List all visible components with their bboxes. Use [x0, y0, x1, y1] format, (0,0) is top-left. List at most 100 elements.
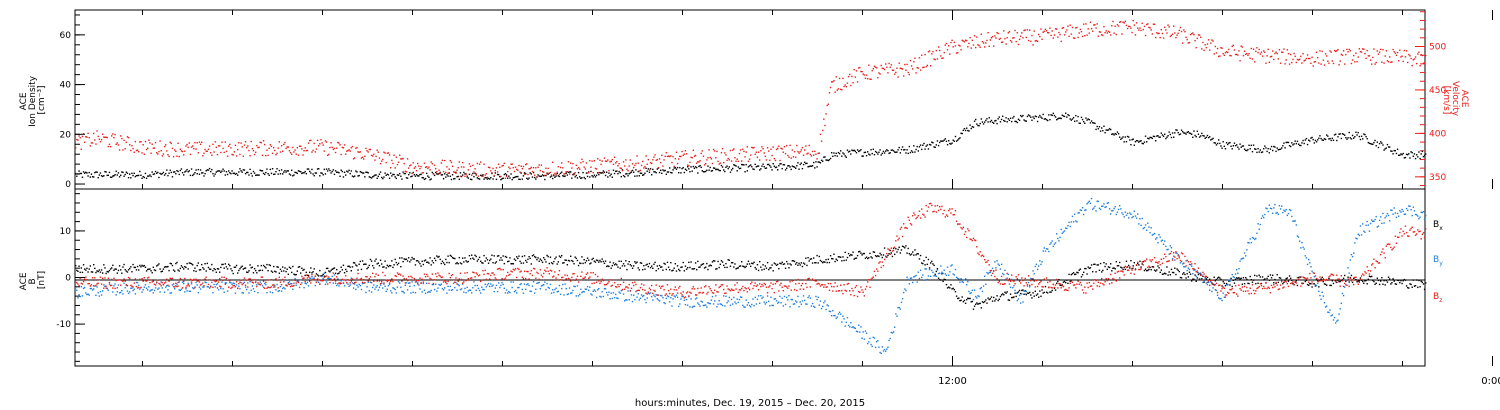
data-point [807, 152, 809, 154]
data-point [807, 296, 809, 299]
data-point [1335, 279, 1337, 282]
data-point [1164, 26, 1166, 28]
data-point [1209, 49, 1211, 51]
data-point [291, 285, 293, 287]
data-point [89, 287, 92, 290]
data-point [1421, 150, 1424, 153]
data-point [1153, 269, 1156, 271]
data-point [393, 173, 395, 176]
data-point [132, 286, 134, 288]
data-point [322, 144, 324, 146]
data-point [598, 173, 600, 176]
data-point [211, 263, 213, 266]
data-point [1150, 136, 1152, 139]
data-point [761, 165, 763, 167]
data-point [198, 286, 201, 288]
data-point [631, 163, 634, 165]
data-point [828, 92, 831, 94]
data-point [532, 254, 535, 256]
data-point [859, 331, 861, 333]
data-point [88, 136, 90, 139]
data-point [1044, 285, 1047, 288]
data-point [156, 265, 158, 267]
data-point [526, 163, 528, 165]
data-point [964, 278, 967, 280]
data-point [809, 153, 812, 156]
data-point [1260, 217, 1263, 219]
data-point [962, 281, 965, 284]
data-point [483, 288, 485, 291]
data-point [818, 152, 821, 154]
data-point [1033, 30, 1035, 32]
data-point [239, 288, 241, 290]
data-point [105, 171, 107, 173]
data-point [1423, 62, 1426, 64]
data-point [303, 172, 305, 174]
data-point [786, 296, 788, 299]
data-point [213, 267, 215, 270]
data-point [583, 291, 585, 293]
data-point [246, 171, 248, 174]
data-point [505, 174, 508, 176]
data-point [1188, 268, 1191, 271]
data-point [237, 272, 239, 274]
data-point [865, 74, 868, 76]
data-point [1233, 276, 1236, 279]
data-point [922, 144, 924, 146]
data-point [733, 148, 735, 150]
data-point [288, 266, 291, 268]
data-point [459, 175, 462, 178]
data-point [800, 162, 803, 164]
data-point [1174, 259, 1176, 261]
data-point [127, 136, 130, 139]
data-point [1372, 56, 1374, 59]
data-point [789, 263, 791, 265]
data-point [986, 118, 988, 120]
data-point [1094, 205, 1096, 208]
data-point [946, 266, 949, 268]
data-point [951, 39, 953, 42]
data-point [547, 255, 549, 258]
data-point [1402, 60, 1404, 63]
data-point [1097, 128, 1100, 130]
data-point [511, 178, 513, 181]
data-point [111, 135, 113, 137]
data-point [719, 162, 722, 164]
data-point [1411, 214, 1413, 217]
data-point [962, 129, 965, 132]
data-point [1179, 262, 1182, 264]
data-point [796, 261, 798, 264]
data-point [1248, 242, 1250, 244]
data-point [364, 155, 366, 157]
data-point [597, 259, 599, 262]
data-point [655, 269, 657, 272]
data-point [997, 263, 999, 265]
data-point [1192, 273, 1194, 275]
data-point [1384, 55, 1386, 57]
data-point [455, 171, 457, 174]
data-point [401, 158, 403, 160]
data-point [327, 277, 329, 280]
data-point [526, 261, 528, 263]
data-point [112, 291, 114, 293]
data-point [600, 163, 602, 166]
data-point [523, 172, 526, 174]
data-point [387, 174, 390, 176]
data-point [397, 161, 400, 163]
data-point [129, 267, 131, 270]
data-point [624, 265, 626, 267]
data-point [739, 149, 742, 151]
data-point [204, 172, 206, 175]
data-point [979, 287, 981, 290]
data-point [612, 292, 615, 294]
data-point [222, 288, 224, 290]
data-point [895, 248, 897, 250]
data-point [1371, 275, 1373, 278]
data-point [995, 267, 997, 269]
data-point [955, 276, 958, 279]
data-point [322, 273, 324, 276]
data-point [1029, 29, 1031, 31]
data-point [189, 174, 192, 177]
data-point [351, 266, 354, 268]
data-point [1412, 206, 1415, 208]
